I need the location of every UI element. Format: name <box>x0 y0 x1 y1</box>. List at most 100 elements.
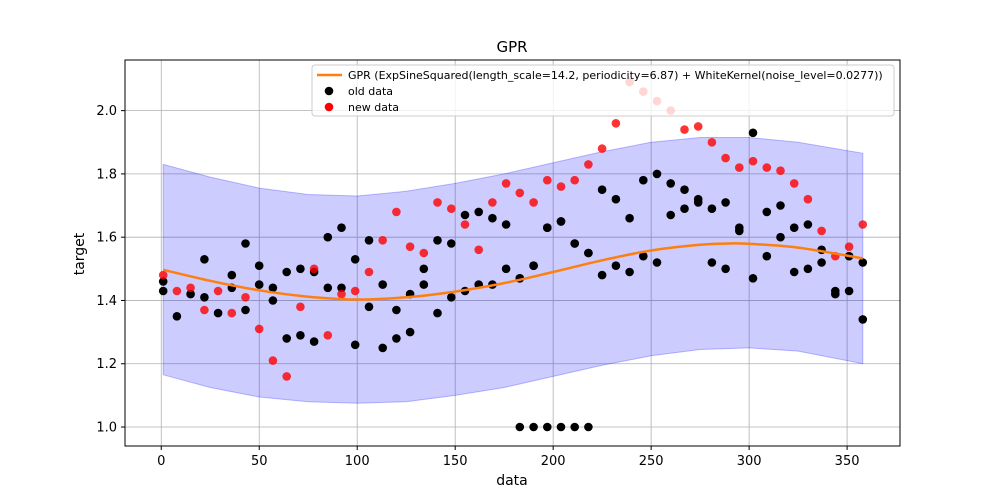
old-data-point <box>241 305 250 315</box>
old-data-point <box>282 334 292 343</box>
new-data-point <box>543 175 552 185</box>
new-data-point <box>611 119 621 128</box>
old-data-point <box>858 315 868 324</box>
legend-old-data-swatch <box>324 86 334 96</box>
old-data-point <box>680 204 689 213</box>
old-data-point <box>529 422 538 432</box>
x-tick-label: 50 <box>251 454 268 469</box>
old-data-point <box>296 264 305 274</box>
plot-content <box>158 77 868 432</box>
new-data-point <box>721 153 730 163</box>
new-data-point <box>817 226 826 236</box>
old-data-point <box>200 293 209 302</box>
old-data-point <box>680 185 689 194</box>
legend-new-data-swatch <box>324 102 334 112</box>
old-data-point <box>392 334 401 343</box>
new-data-point <box>392 207 401 217</box>
old-data-point <box>158 286 168 296</box>
old-data-point <box>227 270 237 280</box>
new-data-point <box>241 293 250 302</box>
new-data-point <box>200 305 209 315</box>
new-data-point <box>268 356 278 365</box>
old-data-point <box>652 169 662 179</box>
old-data-point <box>364 236 374 245</box>
old-data-point <box>652 258 662 267</box>
new-data-point <box>474 245 484 255</box>
new-data-point <box>227 308 237 318</box>
old-data-point <box>858 258 868 267</box>
old-data-point <box>748 128 758 138</box>
old-data-point <box>241 239 250 248</box>
old-data-point <box>254 280 264 289</box>
old-data-point <box>447 293 456 302</box>
old-data-point <box>639 175 648 185</box>
new-data-point <box>707 138 717 147</box>
old-data-point <box>817 258 826 267</box>
new-data-point <box>501 179 511 188</box>
old-data-point <box>474 207 484 217</box>
old-data-point <box>419 264 429 274</box>
old-data-point <box>392 305 401 315</box>
legend-new-data-label: new data <box>348 101 399 114</box>
old-data-point <box>584 248 593 258</box>
new-data-point <box>364 267 374 277</box>
old-data-point <box>625 267 634 277</box>
x-tick-label: 0 <box>157 454 165 469</box>
old-data-point <box>213 308 223 318</box>
new-data-point <box>158 270 168 280</box>
old-data-point <box>735 223 744 232</box>
y-tick-label: 2.0 <box>96 104 117 119</box>
old-data-point <box>268 283 278 293</box>
old-data-point <box>707 204 717 213</box>
old-data-point <box>693 198 703 207</box>
old-data-point <box>570 239 579 248</box>
old-data-point <box>803 220 813 229</box>
old-data-point <box>639 251 648 261</box>
old-data-point <box>597 270 607 280</box>
legend: GPR (ExpSineSquared(length_scale=14.2, p… <box>311 64 895 117</box>
old-data-point <box>337 283 346 293</box>
old-data-point <box>200 254 209 264</box>
old-data-point <box>529 261 538 271</box>
gpr-mean-line <box>162 242 864 301</box>
old-data-point <box>296 331 305 340</box>
legend-box <box>311 64 895 117</box>
y-tick-label: 1.4 <box>96 294 117 309</box>
old-data-point <box>268 296 278 305</box>
new-data-point <box>570 175 579 185</box>
new-data-point <box>680 125 689 134</box>
old-data-point <box>378 280 388 289</box>
new-data-point <box>186 283 195 293</box>
old-data-point <box>433 236 442 245</box>
new-data-point <box>447 204 456 213</box>
new-data-point <box>419 248 429 258</box>
confidence-band <box>162 137 864 404</box>
old-data-point <box>186 289 195 299</box>
y-axis-label: target <box>72 232 88 275</box>
new-data-point <box>254 324 264 334</box>
new-data-point <box>460 220 470 229</box>
old-data-point <box>350 340 360 350</box>
old-data-point <box>597 185 607 194</box>
x-tick-label: 200 <box>541 454 566 469</box>
old-data-point <box>803 264 813 274</box>
new-data-point <box>844 242 854 251</box>
new-data-point <box>378 236 388 245</box>
new-data-point <box>529 198 538 207</box>
old-data-point <box>337 223 346 232</box>
old-data-point <box>501 264 511 274</box>
old-data-point <box>172 312 182 321</box>
old-data-point <box>323 283 333 293</box>
new-data-point <box>776 166 785 175</box>
old-data-point <box>789 223 799 232</box>
old-data-point <box>584 422 593 432</box>
old-data-point <box>776 232 785 242</box>
new-data-point <box>323 331 333 340</box>
new-data-point <box>433 198 442 207</box>
new-data-point <box>515 188 525 198</box>
new-data-point <box>584 160 593 169</box>
new-data-point <box>762 163 772 172</box>
new-data-point <box>803 194 813 204</box>
plot-area: 0 50 100 150 200 250 300 350 1.0 1.2 1.4 1.6 1.8 2.0 <box>96 59 901 469</box>
